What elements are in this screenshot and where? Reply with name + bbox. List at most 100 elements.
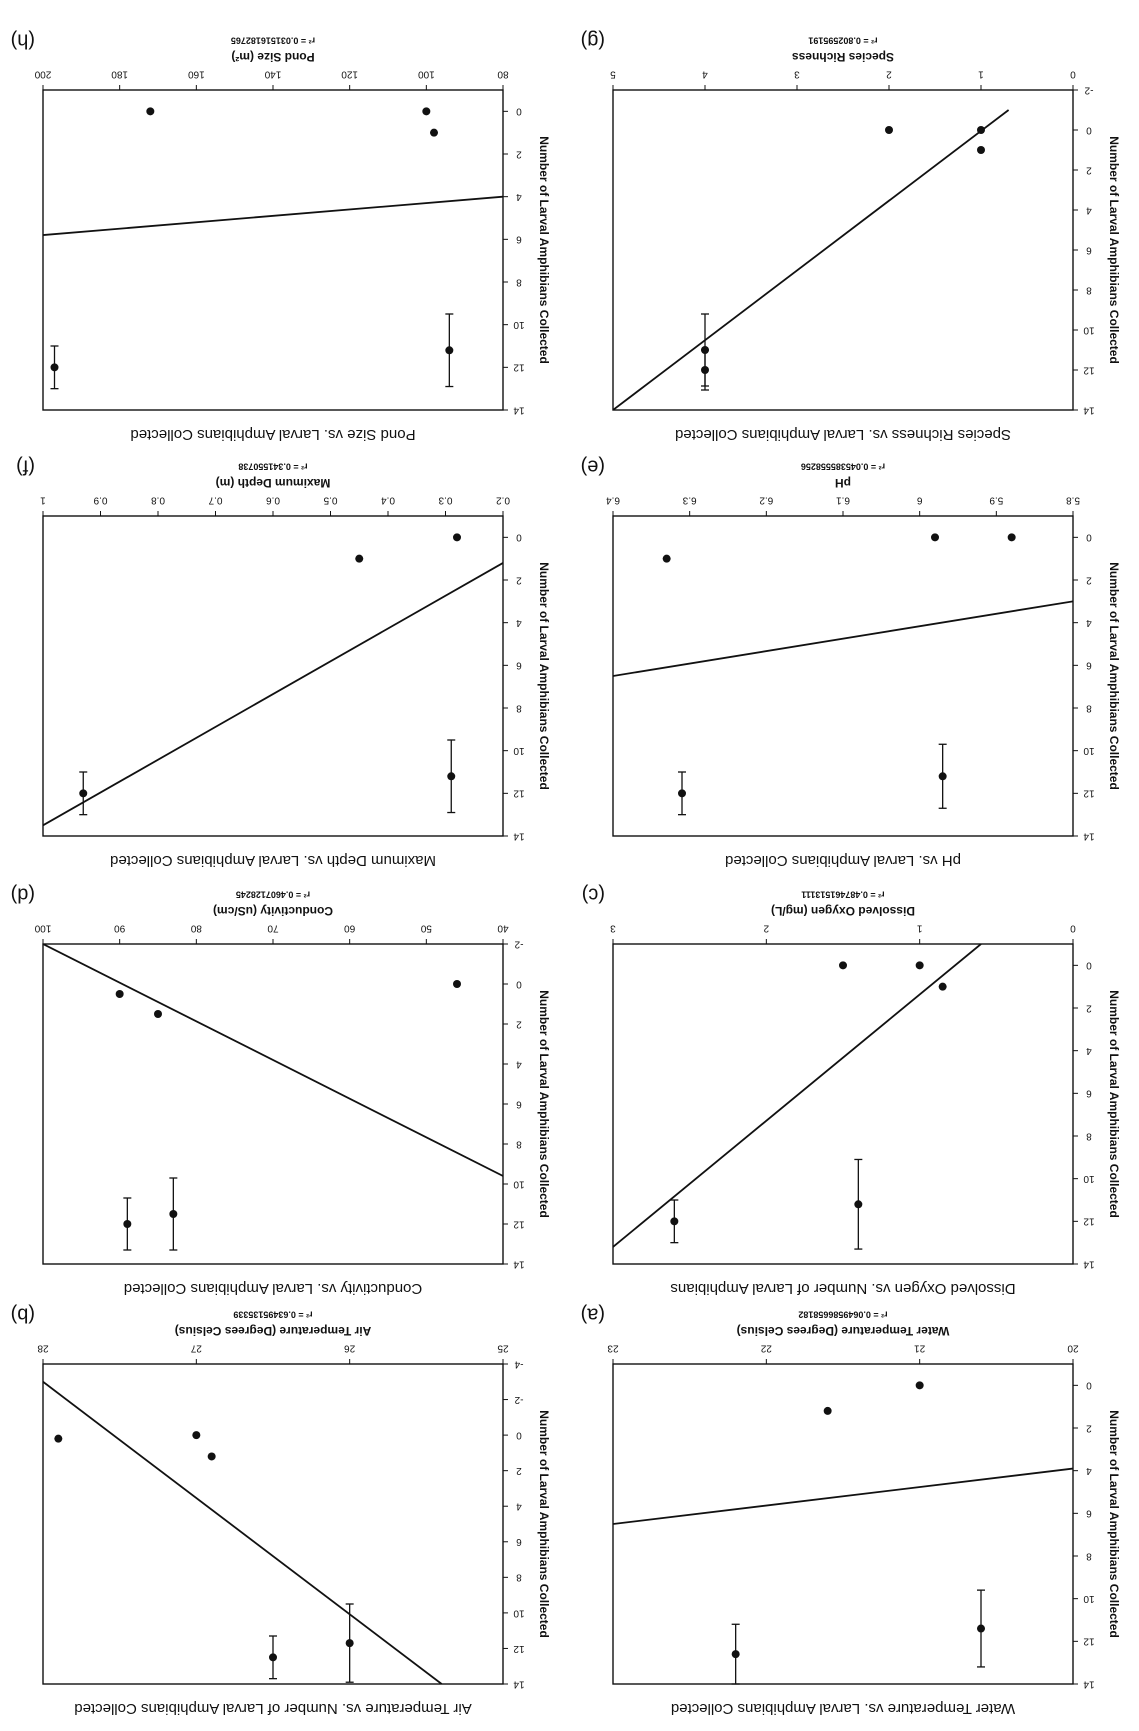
x-tick-label-g-0: 0	[1070, 68, 1076, 79]
data-point-e-1	[931, 533, 939, 542]
y-tick-label-g-5: 8	[1086, 284, 1092, 295]
chart-title-c: Dissolved Oxygen vs. Number of Larval Am…	[670, 1280, 1015, 1297]
y-tick-label-h-7: 14	[513, 404, 525, 415]
data-point-d-3	[123, 1220, 132, 1228]
y-tick-label-h-2: 4	[516, 191, 522, 202]
chart-title-b: Air Temperature vs. Number of Larval Amp…	[74, 1700, 471, 1717]
plot-frame-b	[42, 1363, 504, 1685]
x-tick-label-d-3: 70	[267, 922, 279, 933]
panel-letter-e: (e)	[581, 456, 605, 478]
data-point-a-2	[731, 1650, 740, 1659]
data-point-f-3	[447, 772, 456, 781]
y-tick-label-b-7: 10	[513, 1607, 525, 1618]
y-tick-label-a-0: 0	[1086, 1380, 1092, 1391]
x-tick-label-d-0: 40	[497, 922, 509, 933]
x-tick-label-f-3: 0.5	[323, 494, 337, 505]
y-tick-label-f-4: 8	[516, 702, 522, 713]
chart-panel-d: Conductivity vs. Larval Amphibians Colle…	[11, 884, 551, 1297]
y-tick-label-g-4: 6	[1086, 244, 1092, 255]
r-squared-a: r² = 0.0649586658182	[798, 1310, 887, 1320]
x-tick-label-h-5: 180	[111, 68, 128, 79]
chart-title-d: Conductivity vs. Larval Amphibians Colle…	[124, 1280, 422, 1297]
y-tick-label-g-6: 10	[1083, 324, 1095, 335]
y-tick-label-f-5: 10	[513, 745, 525, 756]
x-tick-label-e-6: 6.4	[606, 494, 620, 505]
r-squared-d: r² = 0.4607128245	[236, 890, 310, 900]
x-tick-label-e-2: 6	[916, 494, 922, 505]
x-tick-label-g-2: 2	[886, 68, 892, 79]
data-point-e-3	[678, 789, 686, 798]
y-tick-label-d-3: 4	[516, 1058, 522, 1069]
data-point-e-0	[1007, 533, 1016, 542]
plot-frame-c	[612, 943, 1074, 1265]
x-tick-label-e-4: 6.2	[759, 494, 773, 505]
y-tick-label-c-6: 12	[1083, 1216, 1095, 1227]
chart-title-e: pH vs. Larval Amphibians Collected	[725, 852, 961, 869]
x-axis-label-e: pH	[835, 476, 851, 490]
y-tick-label-d-8: 14	[513, 1258, 525, 1269]
y-tick-label-d-7: 12	[513, 1218, 525, 1229]
y-tick-label-g-8: 14	[1083, 404, 1095, 415]
y-tick-label-e-5: 10	[1083, 745, 1095, 756]
y-tick-label-d-2: 2	[516, 1018, 522, 1029]
data-point-d-4	[169, 1210, 178, 1218]
regression-line-d	[43, 944, 503, 1177]
r-squared-e: r² = 0.045385558256	[801, 462, 885, 472]
y-axis-label-g: Number of Larval Amphibians Collected	[1107, 136, 1121, 364]
chart-panel-c: Dissolved Oxygen vs. Number of Larval Am…	[582, 884, 1121, 1297]
x-axis-label-f: Maximum Depth (m)	[216, 476, 331, 490]
plot-frame-g	[612, 89, 1074, 411]
y-tick-label-a-4: 8	[1086, 1550, 1092, 1561]
chart-title-g: Species Richness vs. Larval Amphibians C…	[675, 426, 1011, 443]
y-tick-label-e-1: 2	[1086, 574, 1092, 585]
y-tick-label-h-6: 12	[513, 362, 525, 373]
data-point-g-4	[701, 346, 709, 354]
x-tick-label-g-1: 1	[978, 68, 984, 79]
y-tick-label-d-1: 0	[516, 978, 522, 989]
data-point-g-0	[885, 126, 893, 134]
y-tick-label-b-0: -4	[514, 1358, 523, 1369]
plot-frame-d	[42, 943, 504, 1265]
regression-line-a	[613, 1467, 1073, 1525]
data-point-b-1	[192, 1431, 201, 1440]
chart-panel-f: Maximum Depth vs. Larval Amphibians Coll…	[16, 456, 551, 869]
x-tick-label-f-8: 1	[40, 494, 46, 505]
data-point-h-1	[422, 107, 431, 116]
y-tick-label-h-5: 10	[513, 319, 525, 330]
regression-line-h	[43, 195, 503, 236]
y-tick-label-b-1: -2	[514, 1394, 523, 1405]
x-tick-label-a-1: 21	[914, 1342, 926, 1353]
data-point-c-3	[670, 1217, 679, 1226]
y-tick-label-e-0: 0	[1086, 532, 1092, 543]
y-tick-label-h-4: 8	[516, 276, 522, 287]
panel-letter-b: (b)	[11, 1304, 35, 1326]
data-point-c-1	[915, 961, 924, 970]
y-tick-label-g-1: 0	[1086, 124, 1092, 135]
y-tick-label-b-3: 2	[516, 1465, 522, 1476]
data-point-b-2	[207, 1452, 216, 1461]
regression-line-e	[613, 600, 1073, 677]
y-axis-label-c: Number of Larval Amphibians Collected	[1107, 990, 1121, 1218]
y-tick-label-d-4: 6	[516, 1098, 522, 1109]
y-tick-label-b-5: 6	[516, 1536, 522, 1547]
x-axis-label-a: Water Temperature (Degrees Celsius)	[737, 1324, 950, 1338]
x-tick-label-e-1: 5.9	[989, 494, 1003, 505]
x-tick-label-b-0: 25	[497, 1342, 509, 1353]
x-tick-label-b-3: 28	[37, 1342, 49, 1353]
r-squared-b: r² = 0.63495135339	[233, 1310, 312, 1320]
y-tick-label-c-7: 14	[1083, 1258, 1095, 1269]
x-tick-label-c-0: 0	[1070, 922, 1076, 933]
y-tick-label-a-3: 6	[1086, 1508, 1092, 1519]
y-tick-label-d-5: 8	[516, 1138, 522, 1149]
y-tick-label-f-6: 12	[513, 788, 525, 799]
regression-line-b	[43, 1381, 443, 1684]
data-point-a-3	[977, 1624, 985, 1633]
x-tick-label-f-4: 0.6	[266, 494, 280, 505]
data-point-f-1	[355, 554, 364, 563]
x-axis-label-g: Species Richness	[792, 50, 894, 64]
y-axis-label-d: Number of Larval Amphibians Collected	[537, 990, 551, 1218]
chart-title-f: Maximum Depth vs. Larval Amphibians Coll…	[110, 852, 436, 869]
x-tick-label-d-6: 100	[34, 922, 51, 933]
plot-frame-f	[42, 515, 504, 837]
y-tick-label-b-2: 0	[516, 1429, 522, 1440]
